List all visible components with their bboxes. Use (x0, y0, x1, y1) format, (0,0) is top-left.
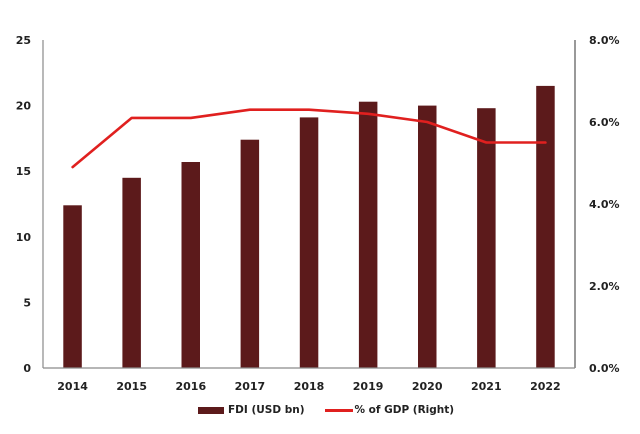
left-axis-ticks: 0 5 10 15 20 25 (16, 34, 32, 375)
legend-label: FDI (USD bn) (228, 404, 305, 416)
fdi-bars (63, 85, 555, 369)
right-tick-label: 8.0% (589, 34, 620, 47)
legend-swatch-bar (198, 406, 224, 414)
x-tick-label: 2017 (235, 380, 266, 393)
left-tick-label: 25 (16, 34, 31, 47)
left-tick-label: 5 (23, 296, 31, 309)
right-tick-label: 6.0% (589, 116, 620, 129)
bar-2020 (418, 105, 437, 368)
right-axis-ticks: 0.0% 2.0% 4.0% 6.0% 8.0% (589, 34, 620, 375)
legend-swatch-line (324, 408, 353, 412)
left-tick-label: 15 (16, 165, 31, 178)
left-tick-label: 0 (23, 362, 31, 375)
x-tick-label: 2022 (530, 380, 561, 393)
legend-label: % of GDP (Right) (354, 404, 455, 416)
x-tick-label: 2014 (57, 380, 88, 393)
gdp-share-polyline (71, 108, 547, 169)
x-tick-label: 2020 (412, 380, 443, 393)
legend-item-gdp-share: % of GDP (Right) (324, 404, 455, 416)
right-tick-label: 2.0% (589, 280, 620, 293)
bar-2022 (536, 85, 555, 369)
x-axis-ticks: 2014 2015 2016 2017 2018 2019 2020 2021 2022 (57, 380, 560, 393)
bar-2016 (181, 162, 200, 368)
gdp-share-line (71, 108, 547, 169)
x-tick-label: 2015 (116, 380, 147, 393)
x-tick-label: 2016 (175, 380, 206, 393)
bar-2015 (122, 177, 141, 368)
legend-item-fdi: FDI (USD bn) (198, 404, 305, 416)
x-tick-label: 2018 (294, 380, 325, 393)
bar-2018 (299, 117, 319, 369)
left-tick-label: 10 (16, 231, 32, 244)
bar-2014 (63, 205, 82, 368)
right-tick-label: 4.0% (589, 198, 620, 211)
bar-2017 (240, 139, 260, 368)
bar-2019 (358, 101, 378, 368)
x-tick-label: 2021 (471, 380, 502, 393)
legend: FDI (USD bn) % of GDP (Right) (198, 404, 474, 416)
right-tick-label: 0.0% (589, 362, 620, 375)
left-tick-label: 20 (16, 100, 32, 113)
axes (42, 40, 576, 369)
x-tick-label: 2019 (353, 380, 384, 393)
bar-2021 (477, 108, 496, 368)
